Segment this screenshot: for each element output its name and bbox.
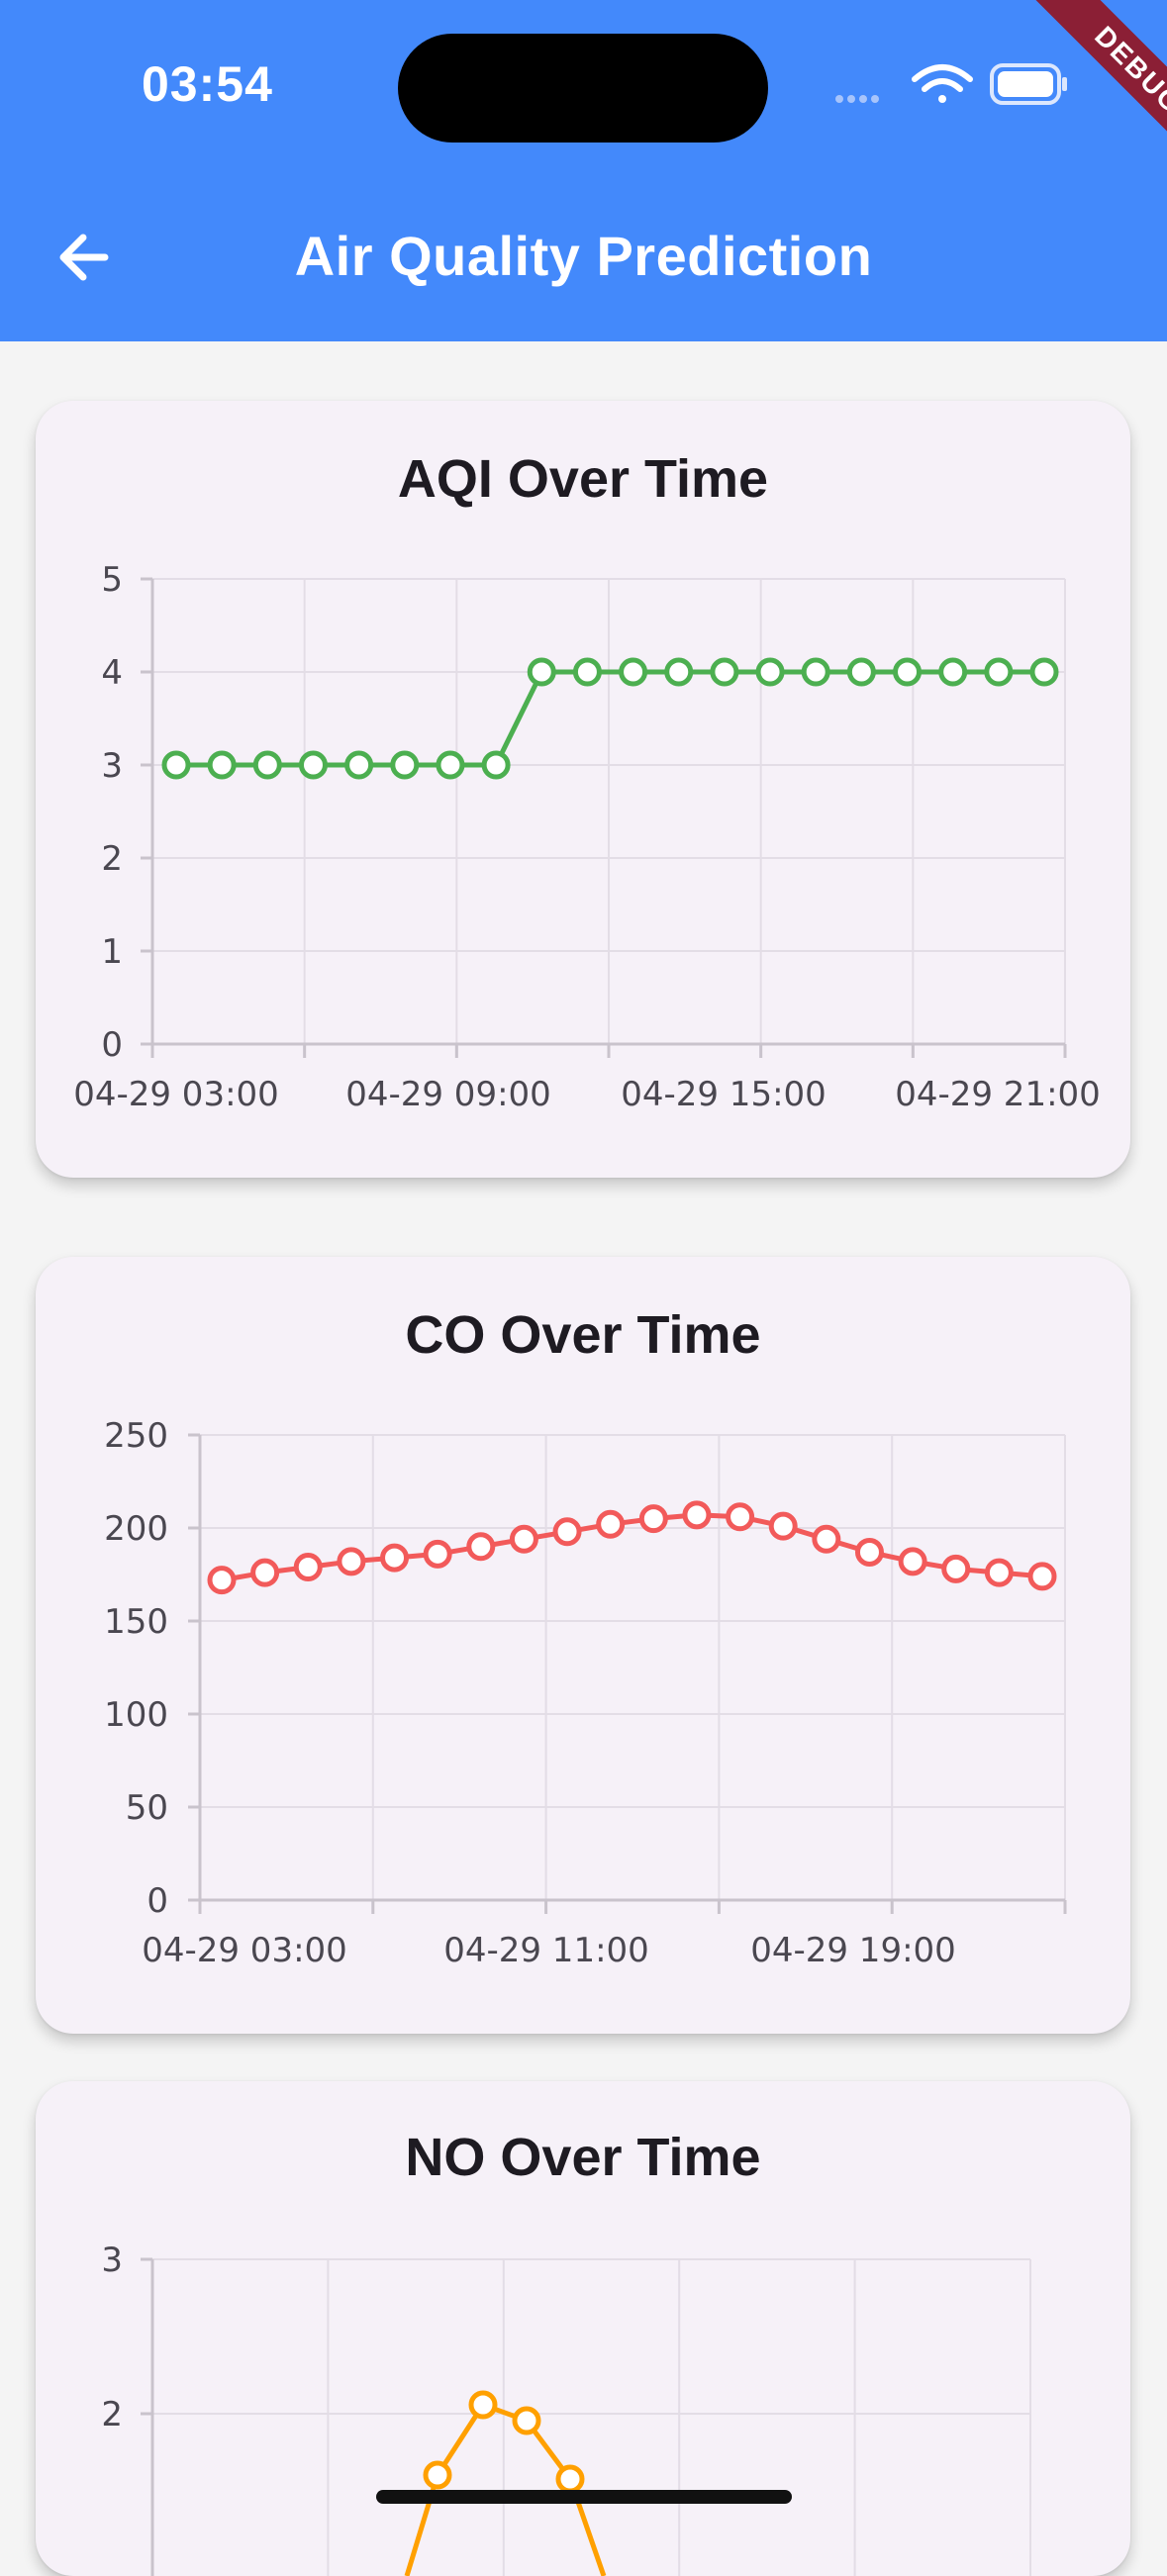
co-data-point [726, 1502, 755, 1532]
co-data-point [812, 1524, 841, 1554]
co-y-tick-label: 250 [104, 1416, 168, 1456]
no-data-point [555, 2464, 585, 2494]
co-data-point [207, 1566, 237, 1595]
aqi-data-point [846, 657, 876, 687]
home-indicator [376, 2490, 792, 2504]
aqi-data-point [481, 750, 511, 780]
no-data-point [512, 2406, 541, 2435]
aqi-y-tick-label: 2 [101, 839, 123, 879]
co-chart: 0 50 100 150 200 250 04-29 03:00 04-29 11:00 04-… [104, 1416, 1067, 1970]
co-data-point [466, 1532, 496, 1562]
aqi-series-line [176, 669, 1044, 768]
aqi-y-tick-label: 4 [101, 653, 123, 693]
co-y-tick-label: 0 [146, 1881, 168, 1921]
arrow-left-icon [59, 234, 109, 281]
co-x-tick-label: 04-29 11:00 [443, 1931, 649, 1970]
co-data-point [423, 1539, 452, 1569]
co-x-tick-label: 04-29 03:00 [142, 1931, 347, 1970]
co-data-point [682, 1500, 712, 1530]
aqi-data-point [344, 750, 374, 780]
aqi-x-tick-label: 04-29 21:00 [895, 1075, 1101, 1114]
aqi-data-point [252, 750, 282, 780]
co-chart-card: CO Over Time 0 50 100 150 200 250 04-29 03:00 0… [36, 1257, 1130, 2034]
aqi-y-tick-label: 0 [101, 1025, 123, 1065]
no-y-tick-label: 2 [101, 2395, 123, 2434]
aqi-data-point [893, 657, 923, 687]
no-chart-title: NO Over Time [405, 2128, 761, 2187]
aqi-data-point [801, 657, 830, 687]
co-chart-title: CO Over Time [405, 1305, 761, 1365]
no-y-tick-label: 3 [101, 2241, 123, 2280]
aqi-y-tick-label: 5 [101, 560, 123, 600]
aqi-chart-card: AQI Over Time 0 1 2 3 4 5 04-29 03:00 04-29 09:… [36, 401, 1130, 1178]
aqi-data-point [938, 657, 968, 687]
co-y-tick-label: 150 [104, 1602, 168, 1642]
aqi-chart-title: AQI Over Time [397, 449, 769, 509]
co-data-point [941, 1554, 971, 1583]
co-x-tick-label: 04-29 19:00 [750, 1931, 956, 1970]
co-y-tick-label: 50 [126, 1788, 168, 1828]
aqi-data-point [1029, 657, 1059, 687]
aqi-y-tick-label: 1 [101, 932, 123, 972]
aqi-chart: 0 1 2 3 4 5 04-29 03:00 04-29 09:00 04-29 15:00 0… [73, 560, 1101, 1114]
page-title: Air Quality Prediction [294, 225, 873, 287]
co-y-tick-label: 200 [104, 1509, 168, 1549]
co-data-point [984, 1558, 1014, 1587]
aqi-data-point [710, 657, 739, 687]
co-data-point [768, 1511, 798, 1541]
co-data-point [250, 1558, 280, 1587]
co-data-point [596, 1509, 626, 1539]
aqi-data-point [619, 657, 648, 687]
wifi-icon [912, 64, 973, 103]
aqi-x-tick-label: 04-29 03:00 [73, 1075, 279, 1114]
no-data-point [468, 2390, 498, 2420]
signal-icon [835, 95, 879, 103]
co-data-point [898, 1547, 927, 1576]
aqi-data-point [436, 750, 465, 780]
status-icons [835, 63, 1067, 105]
aqi-x-tick-label: 04-29 15:00 [621, 1075, 827, 1114]
aqi-x-tick-label: 04-29 09:00 [345, 1075, 551, 1114]
aqi-data-point [527, 657, 556, 687]
battery-icon [990, 63, 1067, 105]
no-data-point [423, 2460, 452, 2490]
co-y-tick-label: 100 [104, 1695, 168, 1735]
app-bar: 03:54 DEBUG Air Quality Prediction [0, 0, 1167, 341]
aqi-data-point [572, 657, 602, 687]
co-data-point [854, 1537, 884, 1567]
aqi-data-point [984, 657, 1014, 687]
back-button[interactable] [53, 228, 123, 287]
co-data-point [638, 1504, 668, 1534]
aqi-data-point [207, 750, 237, 780]
co-data-point [380, 1543, 410, 1573]
aqi-data-point [755, 657, 785, 687]
status-time: 03:54 [142, 56, 273, 112]
aqi-data-point [664, 657, 694, 687]
co-data-point [1027, 1562, 1057, 1591]
co-data-point [337, 1547, 366, 1576]
co-data-point [552, 1517, 582, 1547]
co-data-point [293, 1552, 323, 1581]
aqi-y-tick-label: 3 [101, 746, 123, 786]
aqi-data-point [390, 750, 420, 780]
aqi-data-point [161, 750, 191, 780]
co-data-point [509, 1524, 538, 1554]
aqi-data-point [298, 750, 328, 780]
dynamic-island [398, 34, 768, 143]
